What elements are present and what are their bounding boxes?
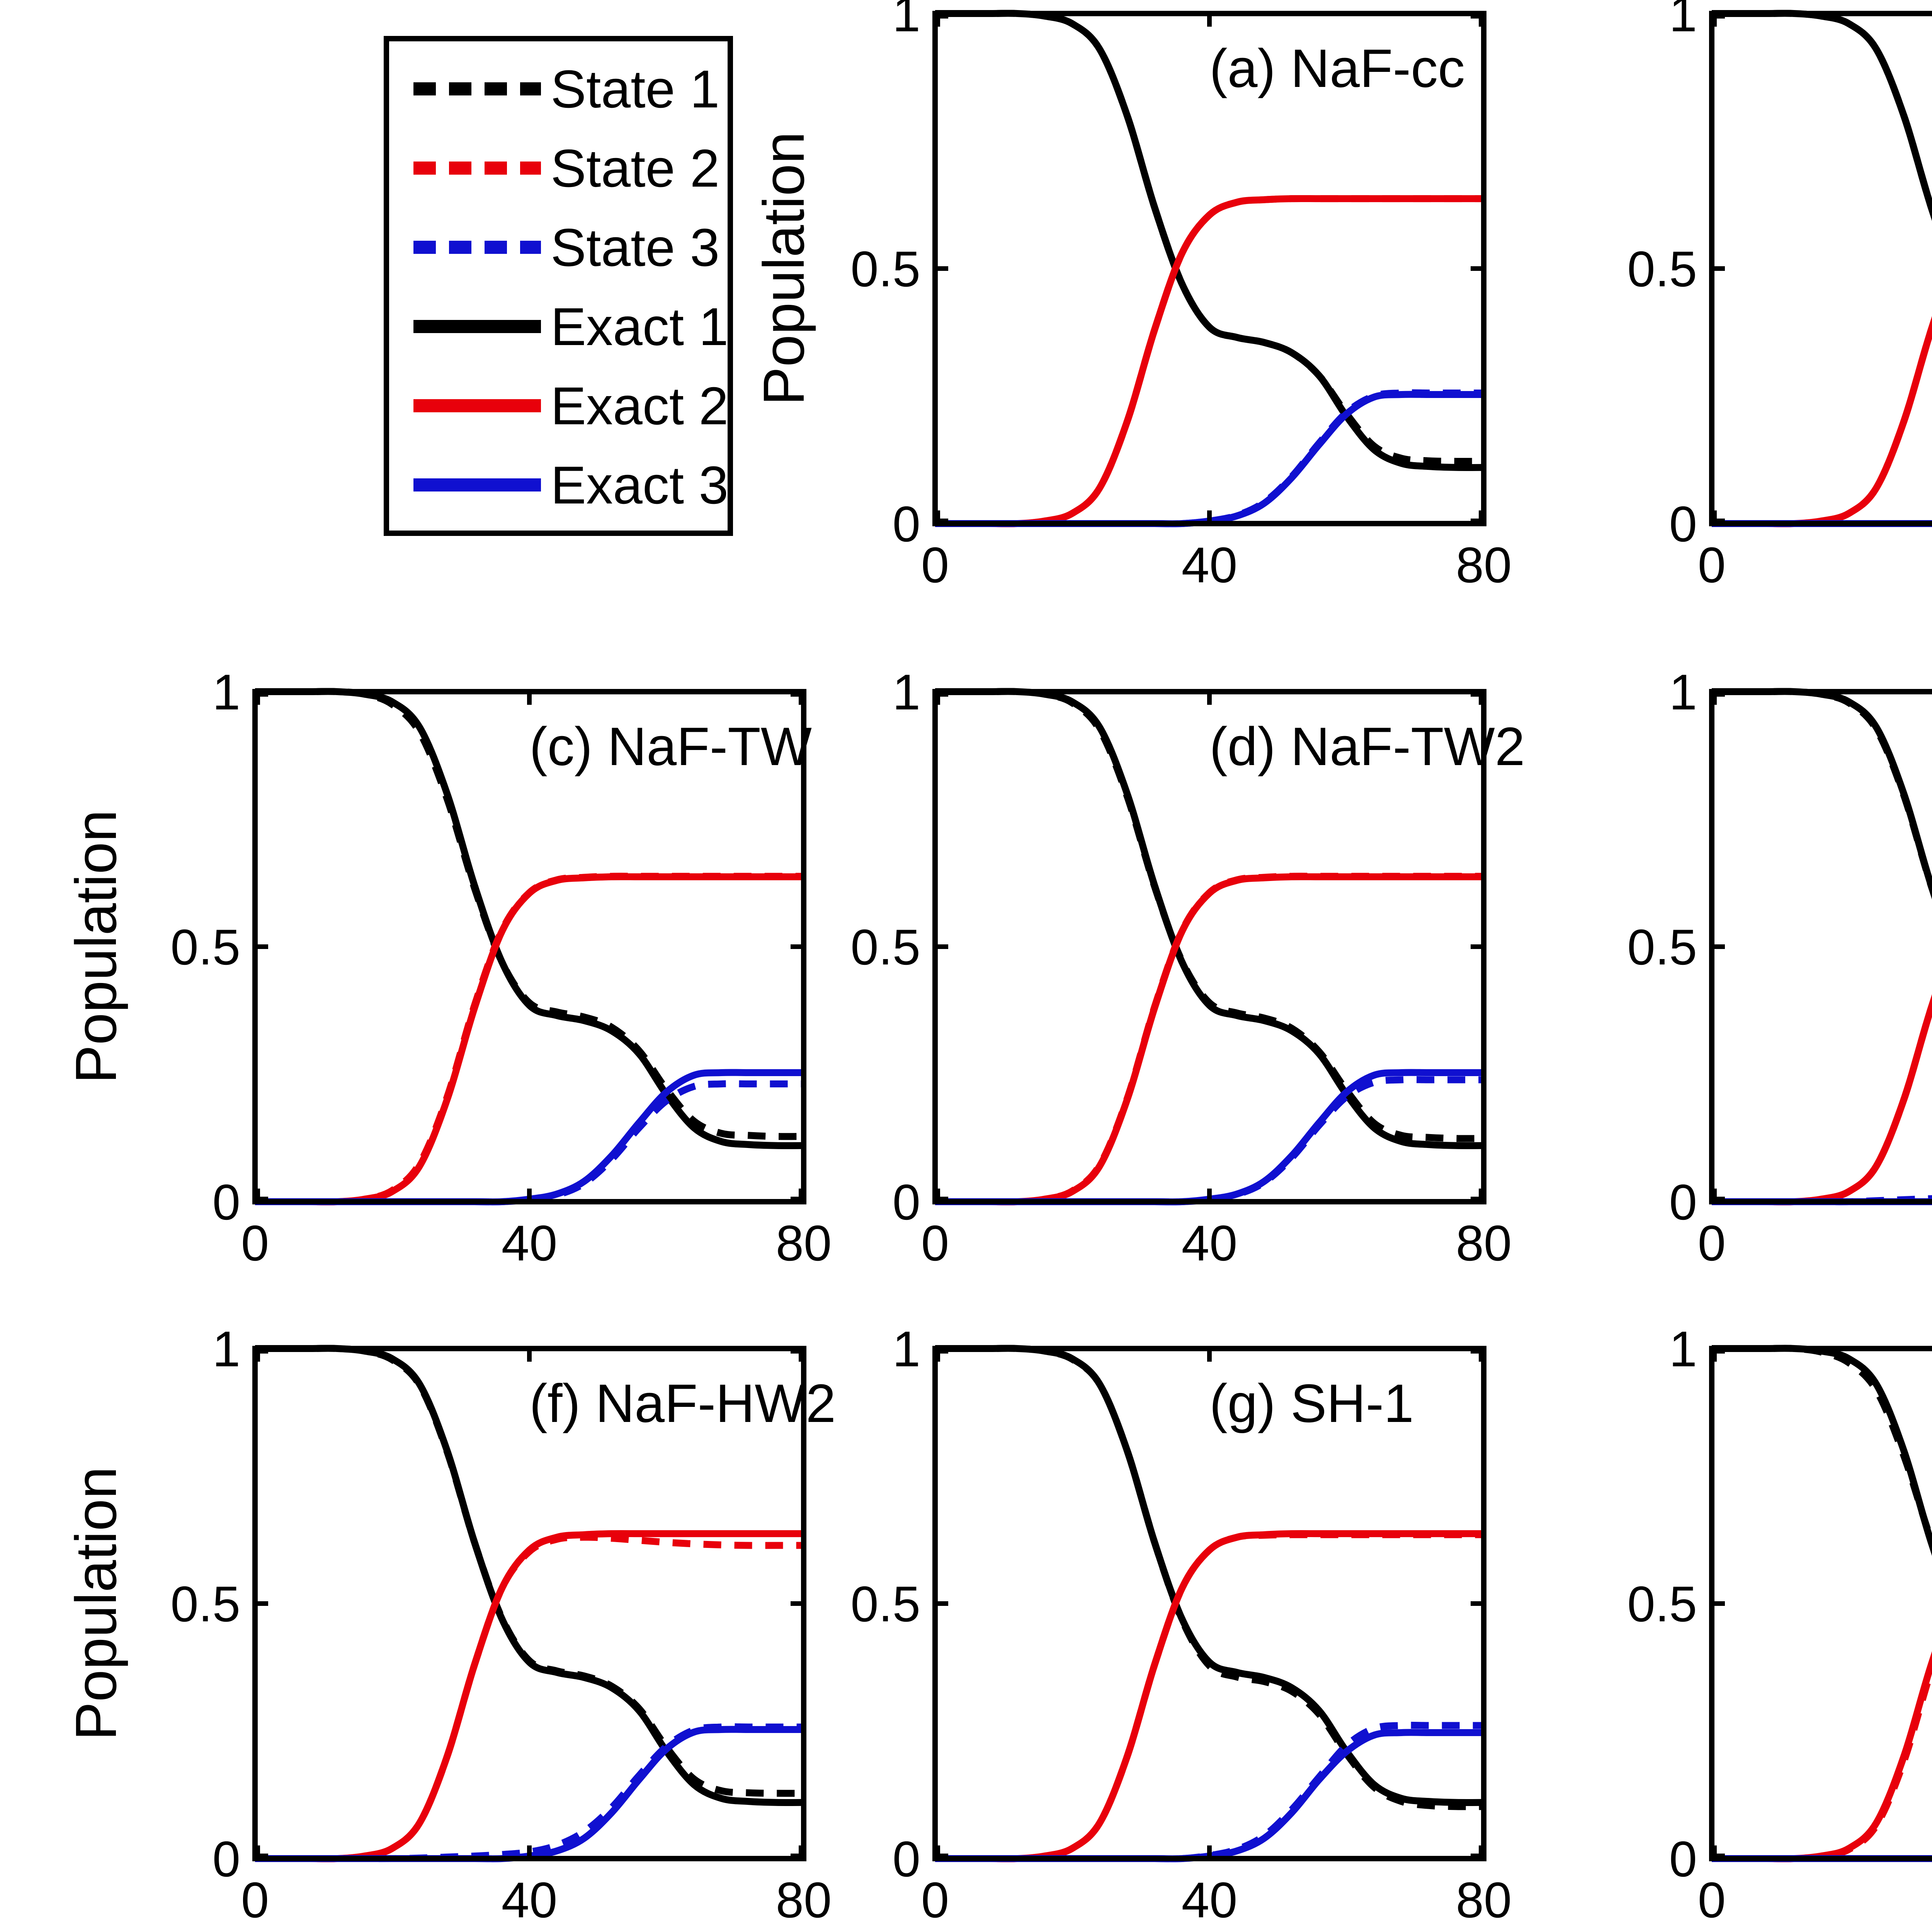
xtick-label-g-80: 80: [1456, 1872, 1512, 1928]
xtick-label-b-0: 0: [1698, 537, 1726, 593]
xtick-label-d-80: 80: [1456, 1215, 1512, 1271]
ytick-label-g-1: 1: [893, 1321, 920, 1377]
legend-box: [384, 36, 733, 536]
ytick-label-e-1: 1: [1669, 664, 1697, 720]
ytick-label-c-0: 0: [213, 1174, 240, 1230]
legend-label-exact-1: Exact 1: [551, 297, 728, 357]
xtick-label-a-40: 40: [1182, 537, 1238, 593]
ytick-label-a-0: 0: [893, 496, 920, 552]
ytick-label-d-0.5: 0.5: [850, 919, 920, 975]
ytick-label-f-0: 0: [213, 1831, 240, 1887]
ytick-label-b-1: 1: [1669, 0, 1697, 42]
ytick-label-d-0: 0: [893, 1174, 920, 1230]
ylabel-population-row3: Population: [63, 1467, 128, 1741]
ytick-label-h-1: 1: [1669, 1321, 1697, 1377]
ytick-label-h-0: 0: [1669, 1831, 1697, 1887]
ytick-label-e-0.5: 0.5: [1627, 919, 1697, 975]
xtick-label-f-0: 0: [241, 1872, 269, 1928]
xtick-label-h-0: 0: [1698, 1872, 1726, 1928]
xtick-label-c-0: 0: [241, 1215, 269, 1271]
panel-title-a: (a) NaF-cc: [1209, 38, 1465, 99]
ytick-label-f-0.5: 0.5: [170, 1576, 240, 1632]
ytick-label-g-0.5: 0.5: [850, 1576, 920, 1632]
population-panel-f: 0 40 80 0 0.5 1 (f) NaF-HW2: [170, 1321, 836, 1928]
ylabel-population-row2: Population: [63, 810, 128, 1084]
population-panel-d: 0 40 80 0 0.5 1 (d) NaF-TW2: [850, 664, 1525, 1271]
xtick-label-c-80: 80: [776, 1215, 832, 1271]
panel-title-g: (g) SH-1: [1209, 1373, 1414, 1434]
ytick-label-a-0.5: 0.5: [850, 241, 920, 297]
ytick-label-b-0: 0: [1669, 496, 1697, 552]
xtick-label-g-0: 0: [921, 1872, 949, 1928]
population-panel-c: 0 40 80 0 0.5 1 (c) NaF-TW: [170, 664, 832, 1271]
ylabel-population-row1: Population: [751, 132, 816, 406]
ytick-label-c-0.5: 0.5: [170, 919, 240, 975]
xtick-label-a-80: 80: [1456, 537, 1512, 593]
ytick-label-f-1: 1: [213, 1321, 240, 1377]
population-legend: State 1 State 2 State 3 Exact 1 Exact 2 Exact…: [384, 36, 733, 536]
legend-label-state-2: State 2: [551, 139, 719, 198]
xtick-label-e-0: 0: [1698, 1215, 1726, 1271]
xtick-label-f-80: 80: [776, 1872, 832, 1928]
xtick-label-a-0: 0: [921, 537, 949, 593]
xtick-label-f-40: 40: [502, 1872, 558, 1928]
ytick-label-d-1: 1: [893, 664, 920, 720]
legend-label-exact-3: Exact 3: [551, 456, 728, 515]
population-panel-a: 0 40 80 0 0.5 1 (a) NaF-cc: [850, 0, 1512, 593]
xtick-label-d-0: 0: [921, 1215, 949, 1271]
ytick-label-h-0.5: 0.5: [1627, 1576, 1697, 1632]
panel-title-c: (c) NaF-TW: [529, 716, 812, 777]
xtick-label-g-40: 40: [1182, 1872, 1238, 1928]
ytick-label-g-0: 0: [893, 1831, 920, 1887]
legend-label-exact-2: Exact 2: [551, 376, 728, 436]
legend-label-state-1: State 1: [551, 60, 719, 119]
panel-title-d: (d) NaF-TW2: [1209, 716, 1525, 777]
legend-label-state-3: State 3: [551, 218, 719, 277]
population-panel-g: 0 40 80 0 0.5 1 (g) SH-1: [850, 1321, 1512, 1928]
ytick-label-a-1: 1: [893, 0, 920, 42]
ytick-label-e-0: 0: [1669, 1174, 1697, 1230]
xtick-label-d-40: 40: [1182, 1215, 1238, 1271]
ytick-label-c-1: 1: [213, 664, 240, 720]
panel-title-f: (f) NaF-HW2: [529, 1373, 836, 1434]
xtick-label-c-40: 40: [502, 1215, 558, 1271]
ytick-label-b-0.5: 0.5: [1627, 241, 1697, 297]
